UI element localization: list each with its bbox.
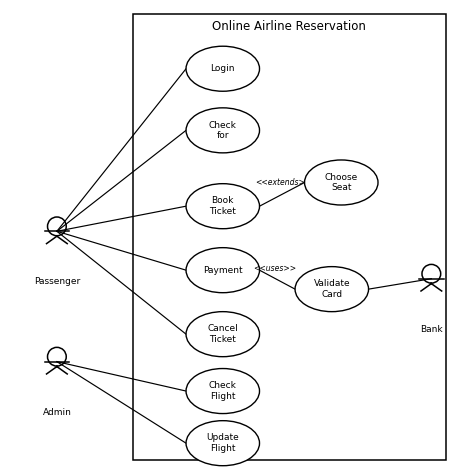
Text: Cancel
Ticket: Cancel Ticket	[208, 325, 238, 344]
Ellipse shape	[186, 46, 259, 91]
Text: Online Airline Reservation: Online Airline Reservation	[212, 19, 366, 33]
Ellipse shape	[186, 184, 259, 229]
Text: Login: Login	[210, 64, 235, 73]
Ellipse shape	[186, 108, 259, 153]
Text: Passenger: Passenger	[34, 277, 80, 286]
Text: Validate
Card: Validate Card	[313, 280, 350, 299]
Text: Check
for: Check for	[209, 121, 237, 140]
Text: Bank: Bank	[420, 325, 443, 334]
Text: <<extends>: <<extends>	[255, 178, 305, 187]
Ellipse shape	[304, 160, 378, 205]
Text: Payment: Payment	[203, 266, 243, 274]
Ellipse shape	[295, 266, 368, 312]
Text: Book
Ticket: Book Ticket	[210, 197, 236, 216]
Bar	[133, 14, 446, 460]
Text: <<uses>>: <<uses>>	[254, 264, 296, 273]
Text: Check
Flight: Check Flight	[209, 382, 237, 401]
Text: Update
Flight: Update Flight	[206, 434, 239, 453]
Ellipse shape	[186, 421, 259, 465]
Ellipse shape	[186, 369, 259, 413]
Text: Choose
Seat: Choose Seat	[325, 173, 358, 192]
Ellipse shape	[186, 312, 259, 357]
Text: Admin: Admin	[43, 408, 71, 417]
Ellipse shape	[186, 248, 259, 292]
